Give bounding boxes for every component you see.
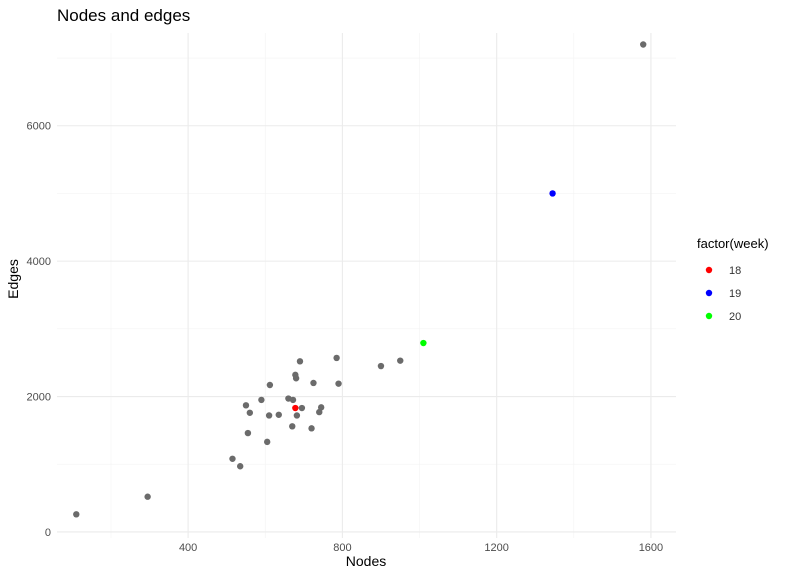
data-point [308, 425, 315, 432]
y-axis-title: Edges [5, 259, 21, 299]
data-point [236, 463, 244, 470]
data-point [640, 41, 647, 48]
legend-label-20: 20 [729, 311, 741, 323]
data-point [317, 404, 325, 411]
legend: factor(week) 18 19 20 [697, 236, 769, 323]
data-point [258, 396, 265, 404]
legend-key-19 [705, 289, 713, 297]
data-point-week-18 [292, 404, 299, 412]
data-point [292, 375, 300, 382]
data-point [263, 438, 271, 446]
legend-key-18 [705, 266, 713, 274]
data-point [377, 362, 385, 370]
y-axis-ticks: 0 2000 4000 6000 [27, 121, 51, 539]
data-point [244, 429, 252, 437]
data-point [246, 409, 254, 416]
data-point [293, 412, 301, 419]
legend-label-18: 18 [729, 265, 741, 277]
legend-label-19: 19 [729, 288, 741, 300]
data-point [266, 381, 274, 389]
y-tick-label: 6000 [27, 121, 51, 133]
data-point [275, 411, 282, 418]
data-points [73, 41, 647, 518]
data-point [289, 396, 297, 404]
grid [57, 33, 676, 538]
legend-key-20 [705, 312, 713, 320]
legend-title: factor(week) [697, 236, 769, 251]
chart-title: Nodes and edges [57, 6, 190, 25]
data-point-week-19 [549, 190, 556, 197]
data-point [242, 402, 250, 409]
x-tick-label: 1600 [639, 542, 663, 554]
data-point [298, 404, 306, 412]
x-tick-label: 400 [179, 542, 197, 554]
y-tick-label: 4000 [27, 256, 51, 268]
x-tick-label: 800 [333, 542, 351, 554]
data-point [310, 379, 317, 387]
data-point [333, 354, 340, 362]
data-point-week-20 [420, 339, 427, 347]
data-point [144, 493, 151, 500]
data-point [335, 380, 342, 387]
y-tick-label: 2000 [27, 392, 51, 404]
data-point [265, 412, 273, 419]
y-tick-label: 0 [45, 527, 51, 539]
data-point [397, 357, 404, 364]
data-point [229, 455, 236, 462]
x-tick-label: 1200 [484, 542, 508, 554]
data-point [73, 511, 80, 518]
x-axis-title: Nodes [346, 553, 386, 569]
x-axis-ticks: 400 800 1200 1600 [179, 542, 663, 554]
data-point [296, 358, 304, 365]
data-point [289, 423, 296, 430]
